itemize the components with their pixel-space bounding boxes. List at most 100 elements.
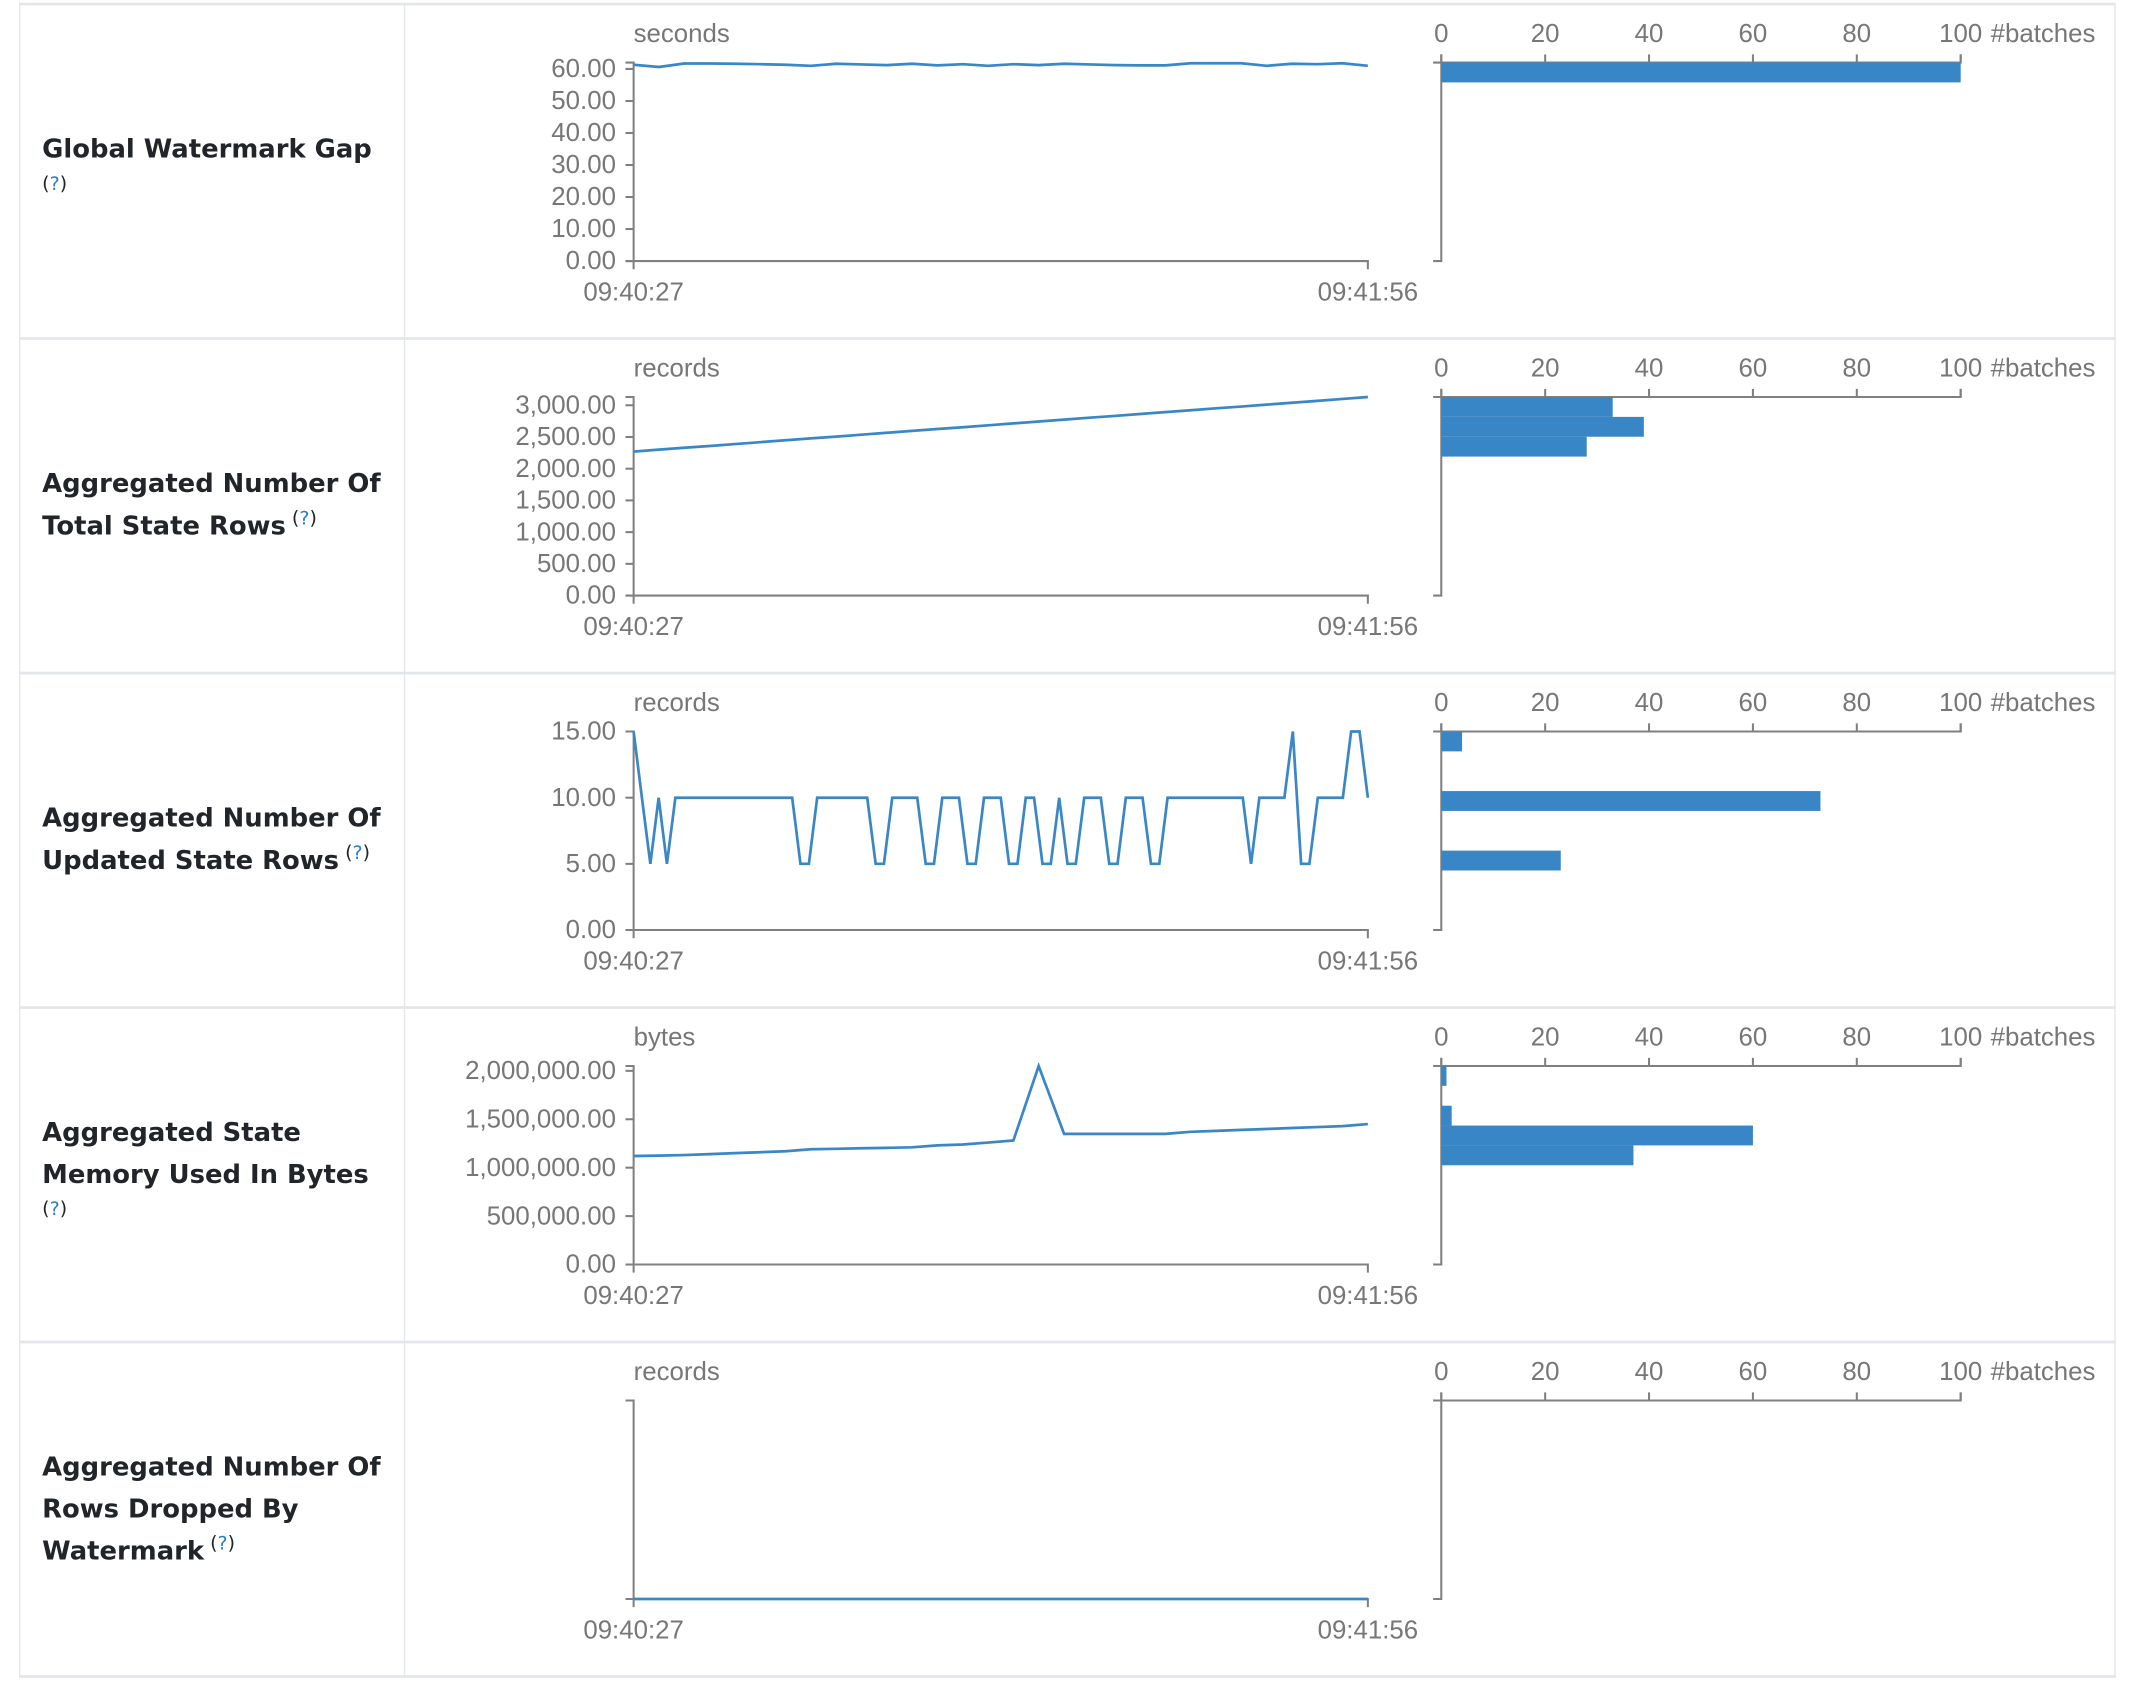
histogram-x-axis-label: #batches [1991,1358,2096,1386]
timeline-series-line[interactable] [633,61,1368,69]
timeline-chart: seconds 0.00 10.00 20.00 30.00 40.00 50.00 60.0… [551,20,1418,306]
histogram-x-tick-label: 60 [1739,355,1768,383]
y-tick-label: 1,000,000.00 [465,1154,616,1182]
y-axis-unit-label: records [634,689,720,717]
metric-title-text: Aggregated Number Of Updated State Rows [42,803,381,876]
y-tick-label: 50.00 [551,87,616,115]
y-axis-unit-label: seconds [634,20,730,48]
histogram-x-axis-label: #batches [1991,689,2096,717]
y-tick-label: 20.00 [551,183,616,211]
histogram-chart: 0 20 40 60 80 100 #batches [1433,1024,2096,1266]
histogram-x-tick-label: 100 [1939,1024,1982,1052]
histogram-x-tick-label: 40 [1635,1024,1664,1052]
y-tick-label: 0.00 [566,582,616,610]
histogram-x-axis [1440,54,1962,64]
help-tooltip[interactable]: (?) [42,173,68,196]
x-tick-label: 09:40:27 [583,947,684,975]
histogram-bar[interactable] [1441,731,1463,752]
histogram-x-axis [1440,723,1962,733]
histogram-bar[interactable] [1441,1125,1753,1146]
x-tick-label: 09:41:56 [1318,1616,1419,1644]
histogram-x-tick-label: 20 [1531,689,1560,717]
histogram-x-tick-label: 0 [1434,1024,1448,1052]
help-tooltip[interactable]: (?) [204,1532,236,1555]
state-metrics-table: Global Watermark Gap (?) seconds 0.00 10.00… [19,2,2116,1678]
y-axis-unit-label: records [634,1358,720,1386]
histogram-y-axis [1433,396,1443,597]
histogram-bar[interactable] [1441,416,1644,437]
histogram-bar[interactable] [1441,1105,1452,1126]
histogram-bar[interactable] [1441,1145,1634,1166]
timeline-chart: records 0.00 500.00 1,000.00 1,500.00 2,000.0… [515,355,1418,641]
help-icon[interactable]: ? [217,1532,228,1555]
y-tick-label: 1,500,000.00 [465,1105,616,1133]
histogram-x-tick-label: 80 [1842,1358,1871,1386]
metric-title-text: Global Watermark Gap [42,134,372,165]
histogram-x-tick-label: 20 [1531,355,1560,383]
histogram-chart: 0 20 40 60 80 100 #batches [1433,689,2096,932]
y-axis-unit-label: bytes [634,1024,696,1052]
histogram-x-axis [1440,1392,1962,1402]
y-tick-label: 500,000.00 [487,1202,616,1230]
help-icon[interactable]: ? [49,173,60,196]
x-tick-label: 09:40:27 [583,1616,684,1644]
metric-charts: records 09:40:27 09:41:56 0 20 40 60 80 100 #batc… [405,1343,2114,1675]
metric-row: Global Watermark Gap (?) seconds 0.00 10.00… [19,5,2116,340]
x-tick-label: 09:41:56 [1318,278,1419,306]
timeline-chart: records 0.00 5.00 10.00 15.00 09:40:27 09:41:5… [551,689,1418,975]
histogram-chart: 0 20 40 60 80 100 #batches [1433,1358,2096,1601]
histogram-x-tick-label: 20 [1531,1024,1560,1052]
histogram-x-tick-label: 0 [1434,20,1448,48]
x-tick-label: 09:40:27 [583,1282,684,1310]
histogram-y-axis [1433,1399,1443,1601]
x-axis-line [632,929,1369,939]
y-axis-line [625,61,635,263]
y-tick-label: 40.00 [551,119,616,147]
histogram-x-tick-label: 60 [1739,1358,1768,1386]
histogram-bar[interactable] [1441,1066,1447,1086]
help-icon[interactable]: ? [299,508,310,530]
histogram-x-axis-label: #batches [1991,1024,2096,1052]
histogram-bar[interactable] [1441,397,1613,417]
histogram-y-axis [1433,730,1443,932]
help-icon[interactable]: ? [49,1198,60,1220]
histogram-x-axis-label: #batches [1991,20,2096,48]
y-axis-line [625,1399,635,1601]
metric-label-cell: Aggregated Number Of Rows Dropped By Wat… [20,1343,406,1676]
y-tick-label: 5.00 [566,850,616,878]
histogram-x-axis-label: #batches [1991,355,2096,383]
histogram-x-tick-label: 40 [1635,1358,1664,1386]
timeline-series-line[interactable] [633,395,1368,453]
histogram-bar[interactable] [1441,62,1961,83]
help-icon[interactable]: ? [352,842,363,865]
y-axis-line [625,730,635,932]
histogram-x-tick-label: 80 [1842,20,1871,48]
metric-title-text: Aggregated Number Of Rows Dropped By Wat… [42,1451,381,1566]
timeline-chart: records 09:40:27 09:41:56 [583,1358,1418,1644]
histogram-x-axis [1440,1057,1962,1068]
histogram-bar[interactable] [1441,791,1821,811]
histogram-x-tick-label: 0 [1434,689,1448,717]
metric-charts-svg: seconds 0.00 10.00 20.00 30.00 40.00 50.00 60.0… [551,20,2096,306]
histogram-x-axis [1440,388,1962,399]
histogram-chart: 0 20 40 60 80 100 #batches [1433,355,2096,597]
metric-charts: seconds 0.00 10.00 20.00 30.00 40.00 50.00 60.0… [405,5,2114,337]
y-tick-label: 2,500.00 [515,423,616,451]
help-tooltip[interactable]: (?) [285,508,317,530]
metric-charts: records 0.00 5.00 10.00 15.00 09:40:27 09:41:5… [405,674,2114,1006]
timeline-series-line[interactable] [633,1061,1368,1158]
histogram-bar[interactable] [1441,850,1561,871]
metric-title-text: Aggregated State Memory Used In Bytes [42,1116,369,1190]
help-tooltip[interactable]: (?) [339,842,371,865]
histogram-x-tick-label: 100 [1939,355,1982,383]
histogram-x-tick-label: 80 [1842,355,1871,383]
x-tick-label: 09:40:27 [583,613,684,641]
metric-charts-svg: records 0.00 5.00 10.00 15.00 09:40:27 09:41:5… [551,689,2096,975]
histogram-x-tick-label: 0 [1434,1358,1448,1386]
histogram-bar[interactable] [1441,436,1587,457]
timeline-series-line[interactable] [632,730,1370,866]
help-tooltip[interactable]: (?) [42,1198,68,1220]
histogram-x-tick-label: 80 [1842,689,1871,717]
y-axis-line [625,1064,635,1266]
histogram-y-axis [1433,1064,1443,1266]
